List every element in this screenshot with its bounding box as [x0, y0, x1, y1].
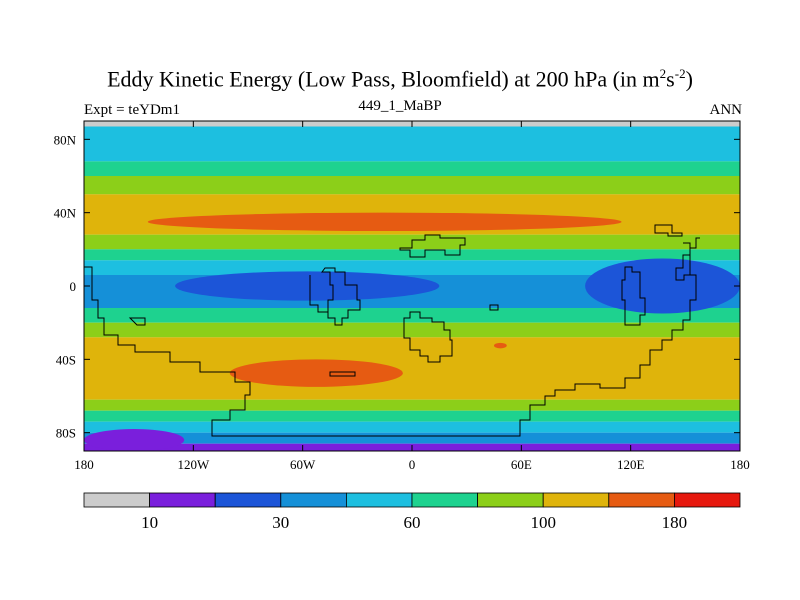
colorbar: 10 30 60 100 180	[83, 492, 741, 532]
colorbar-label: 100	[530, 513, 556, 532]
contour-band	[84, 322, 740, 338]
y-tick-label: 80S	[56, 426, 76, 441]
contour-anomaly	[147, 212, 622, 231]
chart-title: Eddy Kinetic Energy (Low Pass, Bloomfiel…	[107, 66, 693, 92]
contour-anomaly	[229, 359, 403, 387]
contour-band	[84, 410, 740, 422]
coastline	[621, 266, 646, 326]
contour-band	[84, 337, 740, 400]
contour-band	[84, 176, 740, 195]
contour-field	[84, 121, 740, 451]
colorbar-box	[149, 492, 216, 508]
contour-anomaly	[84, 429, 185, 451]
contour-band	[84, 260, 740, 275]
coastlines	[84, 224, 700, 437]
colorbar-box	[214, 492, 282, 508]
coastline	[403, 311, 453, 363]
coastline	[489, 304, 499, 311]
colorbar-box	[345, 492, 413, 508]
experiment-label: Expt = teYDm1	[84, 102, 180, 118]
y-axis: 80N 40N 0 40S 80S	[54, 132, 740, 441]
contour-band	[84, 399, 740, 411]
contour-band	[84, 161, 740, 176]
colorbar-label: 60	[404, 513, 421, 532]
coastline	[654, 224, 683, 237]
season-label: ANN	[709, 102, 743, 118]
colorbar-box	[411, 492, 478, 508]
run-label: 449_1_MaBP	[358, 98, 442, 114]
x-tick-label: 0	[409, 457, 416, 472]
y-tick-label: 40S	[56, 352, 76, 367]
x-tick-label: 60E	[511, 457, 532, 472]
colorbar-label: 30	[272, 513, 289, 532]
colorbar-box	[477, 492, 544, 508]
y-tick-label: 0	[70, 279, 77, 294]
coastline	[329, 371, 356, 377]
x-tick-label: 180	[730, 457, 750, 472]
contour-band	[84, 194, 740, 209]
coastline	[321, 267, 361, 326]
x-axis: 180 120W 60W 0 60E 120E 180	[74, 121, 750, 472]
colorbar-box	[608, 492, 675, 508]
coastline	[128, 317, 146, 326]
coastline	[675, 242, 691, 281]
contour-band	[84, 432, 740, 444]
colorbar-box	[83, 492, 150, 508]
contour-band	[84, 143, 740, 162]
y-tick-label: 40N	[54, 206, 77, 221]
colorbar-label: 10	[141, 513, 158, 532]
x-tick-label: 120W	[177, 457, 210, 472]
colorbar-box	[542, 492, 610, 508]
coastline	[399, 234, 466, 258]
colorbar-box	[280, 492, 347, 508]
x-tick-label: 60W	[290, 457, 316, 472]
coastline	[309, 275, 328, 313]
contour-anomaly	[175, 271, 440, 301]
contour-band	[84, 308, 740, 323]
x-tick-label: 180	[74, 457, 94, 472]
coastline	[84, 237, 700, 437]
y-tick-label: 80N	[54, 132, 77, 147]
contour-band	[84, 126, 740, 143]
contour-anomaly	[494, 342, 507, 349]
contour-band	[84, 421, 740, 433]
contour-anomaly	[585, 258, 740, 314]
colorbar-box	[674, 492, 741, 508]
contour-band	[84, 249, 740, 261]
x-tick-label: 120E	[617, 457, 645, 472]
colorbar-label: 180	[662, 513, 688, 532]
